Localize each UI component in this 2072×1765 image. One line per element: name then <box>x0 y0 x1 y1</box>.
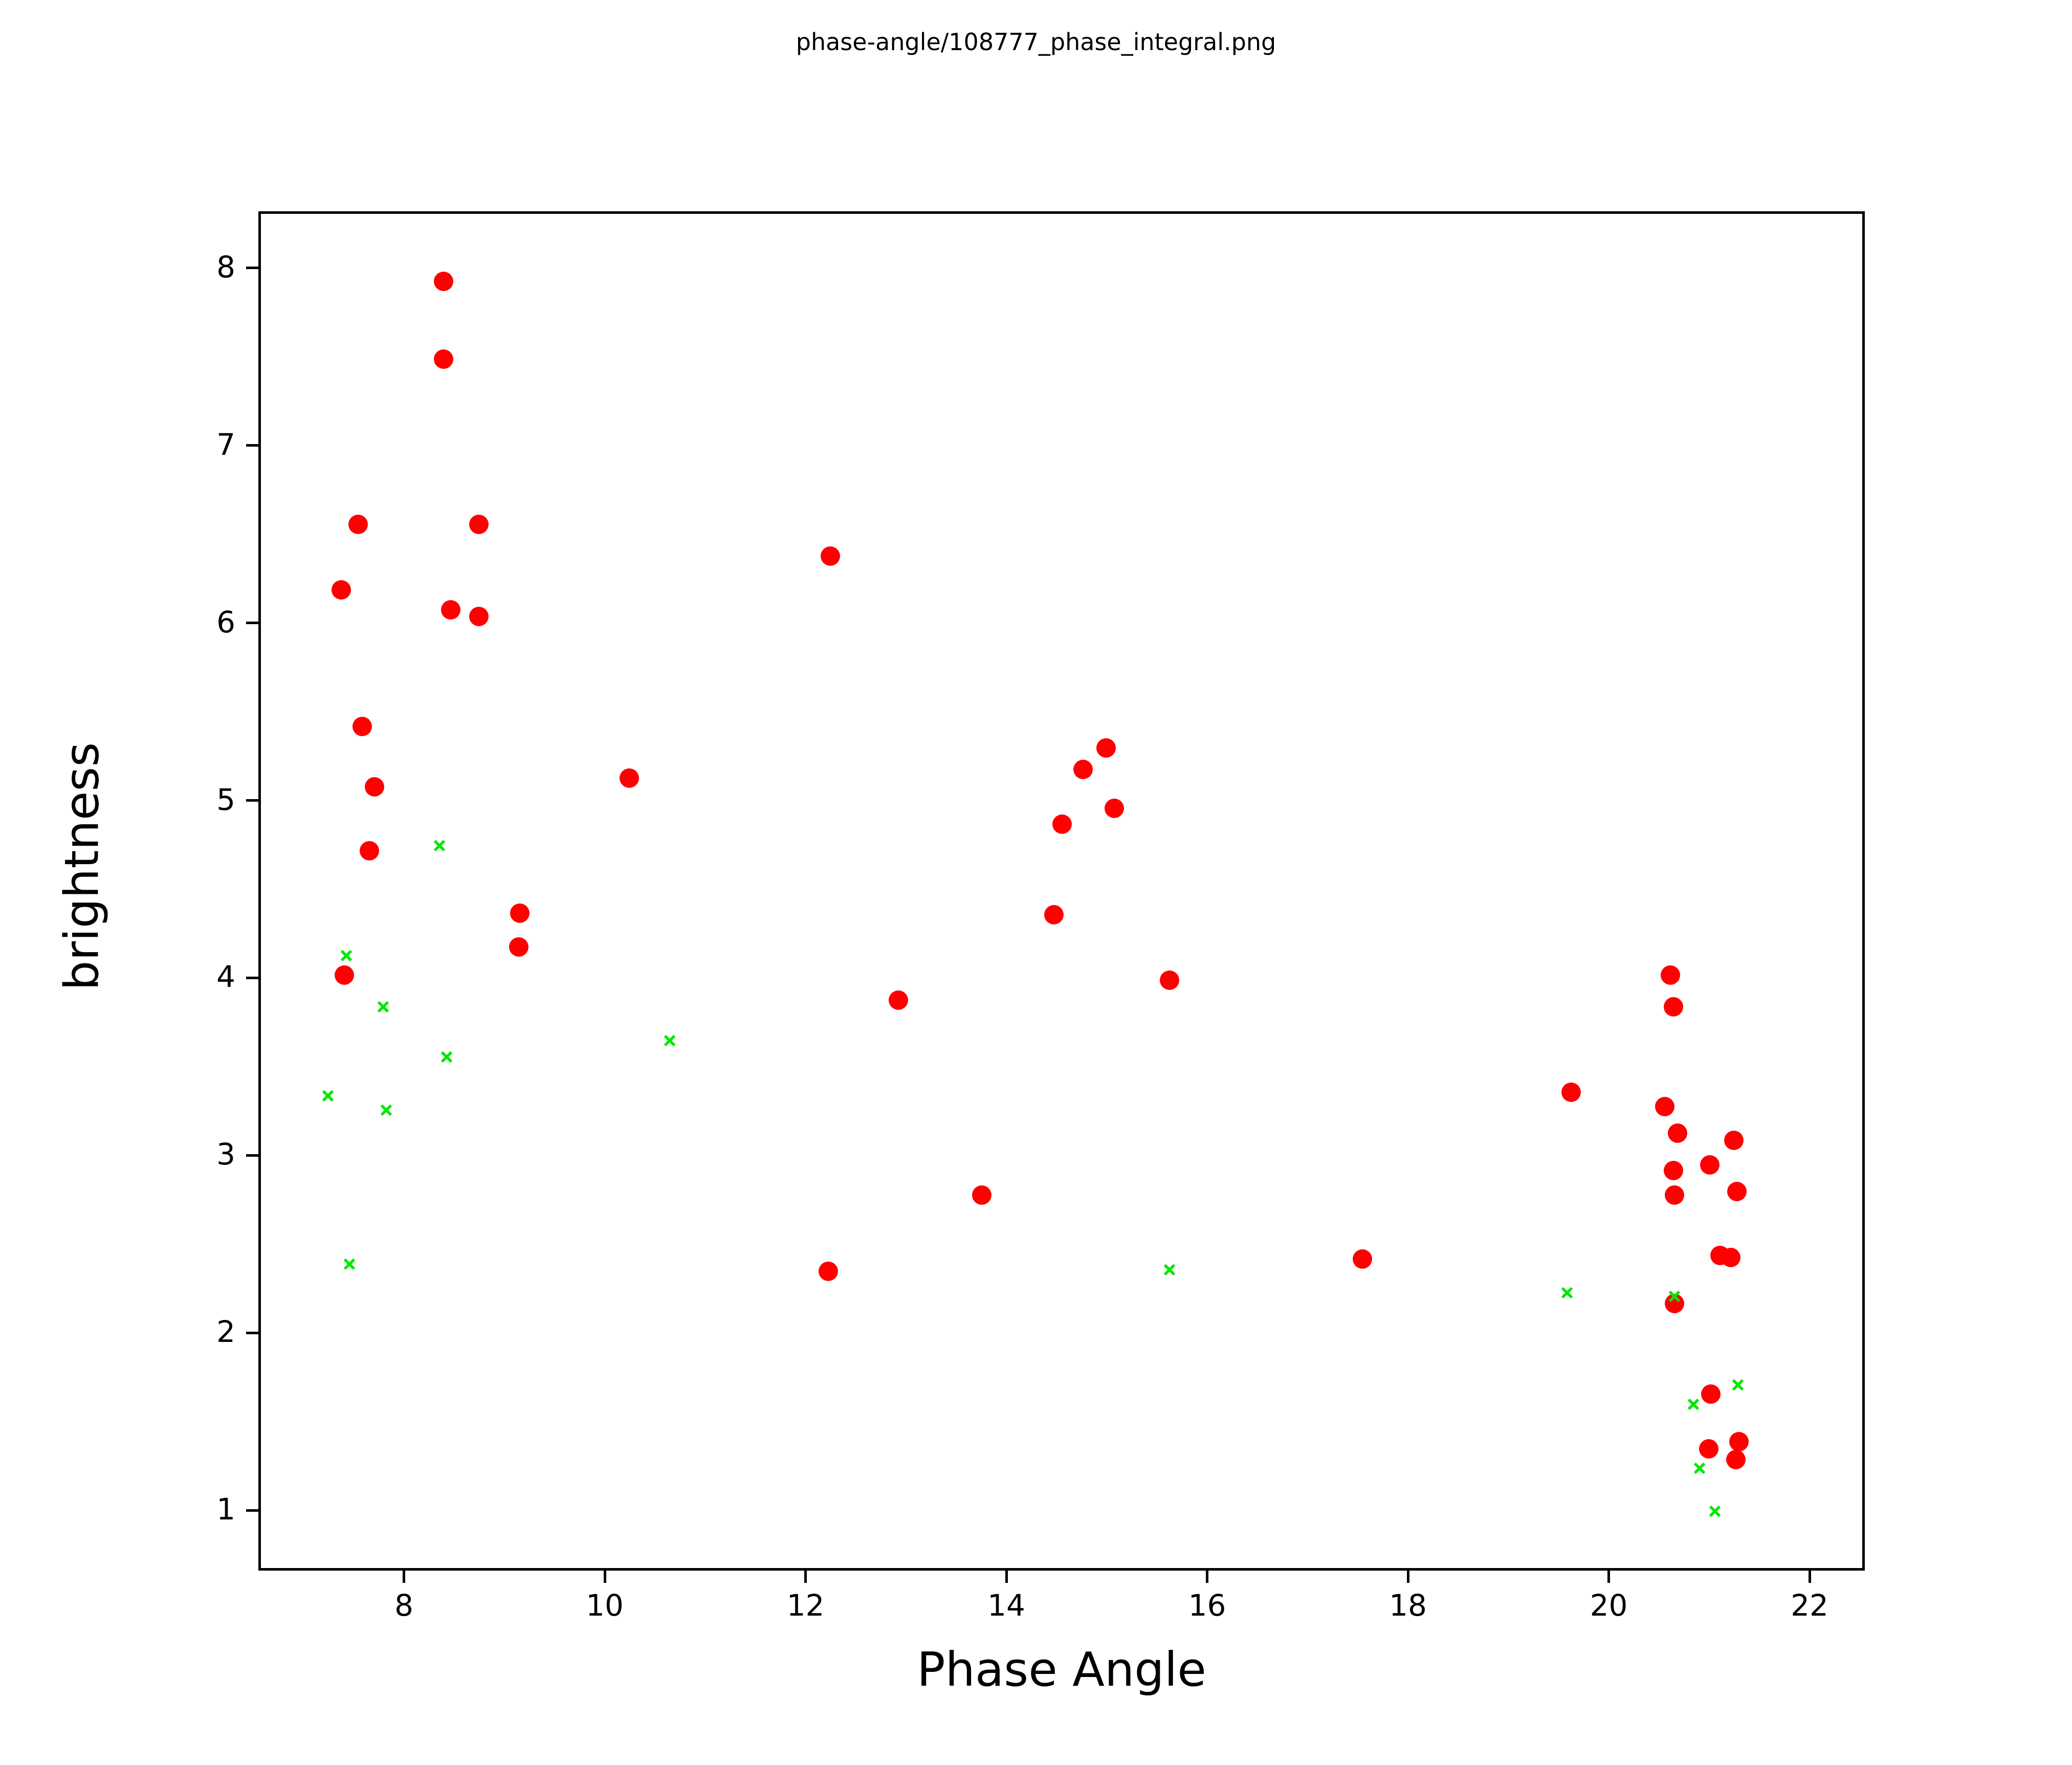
data-point-circle <box>469 607 489 627</box>
scatter-data-layer <box>261 214 1862 1568</box>
data-point-circle <box>469 515 489 535</box>
data-point-cross <box>377 1000 390 1013</box>
y-axis-tick-label: 3 <box>216 1137 235 1172</box>
data-point-circle <box>1665 1185 1685 1205</box>
y-axis-tick-label: 6 <box>216 604 235 639</box>
data-point-circle <box>1664 1160 1684 1180</box>
data-point-circle <box>889 990 909 1010</box>
figure-title: phase-angle/108777_phase_integral.png <box>796 28 1276 56</box>
y-axis-tick-label: 2 <box>216 1314 235 1350</box>
data-point-circle <box>1052 814 1072 834</box>
data-point-circle <box>1044 905 1064 925</box>
data-point-circle <box>1561 1082 1581 1102</box>
data-point-cross <box>1560 1286 1574 1299</box>
y-axis-tick-label: 7 <box>216 427 235 462</box>
data-point-cross <box>1708 1505 1722 1518</box>
data-point-circle <box>332 580 351 600</box>
data-point-circle <box>1664 997 1684 1017</box>
data-point-circle <box>1726 1450 1746 1469</box>
y-axis-tick-label: 4 <box>216 959 235 995</box>
data-point-circle <box>364 777 384 797</box>
data-point-circle <box>434 271 454 291</box>
x-axis-tick-label: 8 <box>394 1588 414 1623</box>
x-axis-tick-label: 18 <box>1389 1588 1427 1623</box>
data-point-circle <box>434 349 454 369</box>
data-point-circle <box>1661 965 1681 985</box>
data-point-circle <box>1699 1439 1718 1459</box>
data-point-circle <box>620 768 640 788</box>
x-axis-tick-label: 12 <box>786 1588 825 1623</box>
data-point-circle <box>348 515 368 535</box>
data-point-cross <box>1687 1398 1700 1411</box>
data-point-cross <box>1668 1290 1681 1303</box>
data-point-circle <box>1700 1155 1720 1175</box>
plot-axes-frame <box>258 211 1865 1571</box>
y-axis-tick-mark <box>246 622 258 625</box>
x-axis-tick-mark <box>603 1571 606 1583</box>
data-point-circle <box>820 546 840 566</box>
data-point-cross <box>440 1050 453 1064</box>
data-point-circle <box>1160 970 1180 990</box>
data-point-cross <box>343 1257 356 1271</box>
x-axis-tick-mark <box>1206 1571 1209 1583</box>
data-point-circle <box>1096 738 1116 758</box>
data-point-circle <box>1073 759 1093 779</box>
x-axis-tick-mark <box>403 1571 406 1583</box>
y-axis-tick-mark <box>246 267 258 270</box>
data-point-circle <box>334 965 354 985</box>
y-axis-tick-mark <box>246 799 258 802</box>
data-point-cross <box>380 1104 393 1117</box>
data-point-circle <box>510 903 530 923</box>
data-point-circle <box>1352 1249 1372 1269</box>
x-axis-tick-label: 20 <box>1590 1588 1628 1623</box>
x-axis-tick-label: 22 <box>1791 1588 1828 1623</box>
data-point-circle <box>1701 1384 1721 1404</box>
x-axis-tick-mark <box>1607 1571 1611 1583</box>
data-point-cross <box>321 1089 335 1102</box>
y-axis-tick-mark <box>246 1331 258 1334</box>
x-axis-tick-mark <box>1406 1571 1409 1583</box>
y-axis-tick-label: 5 <box>216 782 235 817</box>
y-axis-tick-mark <box>246 976 258 979</box>
data-point-circle <box>818 1262 838 1282</box>
y-axis-tick-label: 8 <box>216 249 235 284</box>
data-point-circle <box>1655 1096 1674 1116</box>
data-point-cross <box>1731 1378 1745 1392</box>
x-axis-tick-label: 16 <box>1188 1588 1226 1623</box>
data-point-circle <box>1105 799 1125 818</box>
x-axis-tick-mark <box>804 1571 807 1583</box>
y-axis-tick-mark <box>246 444 258 447</box>
data-point-circle <box>1729 1432 1749 1452</box>
x-axis-tick-mark <box>1005 1571 1008 1583</box>
x-axis-label: Phase Angle <box>917 1642 1206 1697</box>
data-point-circle <box>359 841 379 861</box>
y-axis-tick-label: 1 <box>216 1492 235 1527</box>
x-axis-tick-label: 14 <box>987 1588 1025 1623</box>
data-point-circle <box>1727 1182 1747 1202</box>
data-point-cross <box>1163 1263 1176 1276</box>
x-axis-tick-label: 10 <box>586 1588 624 1623</box>
x-axis-tick-mark <box>1808 1571 1811 1583</box>
y-axis-label: brightness <box>54 742 109 991</box>
data-point-circle <box>1724 1130 1744 1150</box>
data-point-circle <box>972 1185 992 1205</box>
y-axis-tick-mark <box>246 1509 258 1512</box>
data-point-circle <box>1668 1123 1688 1143</box>
data-point-cross <box>433 839 446 852</box>
y-axis-tick-mark <box>246 1154 258 1157</box>
data-point-circle <box>440 600 460 620</box>
data-point-circle <box>1721 1247 1741 1267</box>
data-point-cross <box>1693 1462 1706 1475</box>
data-point-circle <box>352 717 372 737</box>
data-point-circle <box>509 937 529 957</box>
data-point-cross <box>663 1034 676 1047</box>
data-point-cross <box>340 949 353 962</box>
